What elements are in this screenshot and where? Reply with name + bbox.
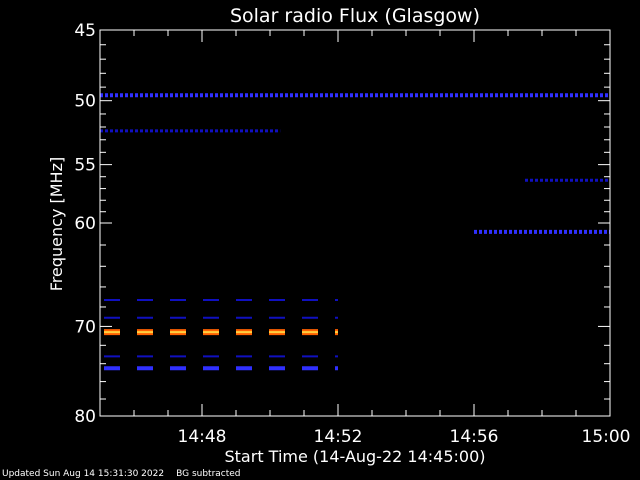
plot-axes — [99, 29, 611, 417]
x-tick-label: 14:56 — [450, 427, 499, 447]
spectrogram-bands — [100, 93, 610, 371]
x-ticks: 14:48 14:52 14:56 15:00 — [133, 30, 631, 447]
y-tick-label: 45 — [74, 21, 96, 41]
y-tick-label: 55 — [74, 156, 96, 176]
bg-note: BG subtracted — [176, 469, 241, 479]
y-axis-label: Frequency [MHz] — [47, 157, 66, 291]
updated-timestamp: Updated Sun Aug 14 15:31:30 2022 — [2, 469, 165, 479]
chart-title: Solar radio Flux (Glasgow) — [230, 5, 480, 27]
y-tick-label: 50 — [74, 92, 96, 112]
y-ticks: 45 50 55 60 70 80 — [74, 21, 610, 427]
x-tick-label: 14:52 — [314, 427, 363, 447]
footer: Updated Sun Aug 14 15:31:30 2022 BG subtr… — [2, 469, 253, 479]
y-tick-label: 70 — [74, 317, 96, 337]
x-tick-label: 15:00 — [582, 427, 631, 447]
plot-frame — [99, 29, 611, 417]
y-tick-label: 80 — [74, 407, 96, 427]
x-tick-label: 14:48 — [178, 427, 227, 447]
y-tick-label: 60 — [74, 214, 96, 234]
x-axis-label: Start Time (14-Aug-22 14:45:00) — [225, 447, 486, 466]
